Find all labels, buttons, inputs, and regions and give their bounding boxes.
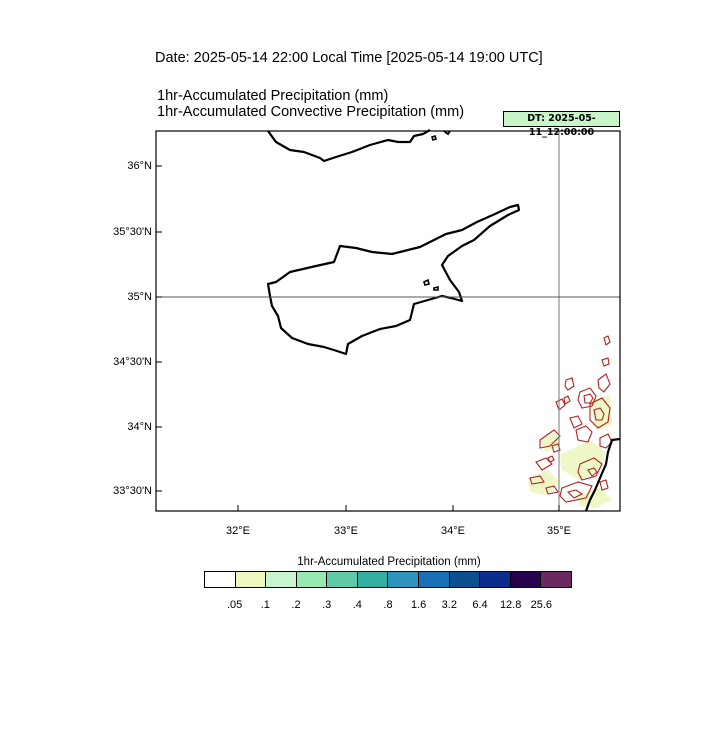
colorbar-label: .4 xyxy=(352,599,362,611)
lon-tick-label: 35°E xyxy=(547,525,571,537)
lon-tick-label: 32°E xyxy=(226,525,250,537)
lon-tick-label: 34°E xyxy=(441,525,465,537)
colorbar-swatch xyxy=(266,572,297,587)
lat-tick-label: 36°N xyxy=(127,160,152,172)
colorbar-swatch xyxy=(327,572,358,587)
islet xyxy=(430,134,438,142)
y-ticks xyxy=(156,165,162,492)
colorbar-label: 1.6 xyxy=(411,599,427,611)
islet xyxy=(433,285,439,291)
islet xyxy=(423,278,430,286)
colorbar-label: .05 xyxy=(227,599,243,611)
colorbar xyxy=(204,571,572,588)
colorbar-swatch xyxy=(296,572,328,587)
colorbar-label: .8 xyxy=(383,599,393,611)
turkey-coastline xyxy=(267,129,431,163)
lat-tick-label: 34°30'N xyxy=(113,356,152,368)
colorbar-swatch xyxy=(357,572,389,587)
lat-tick-label: 35°30'N xyxy=(113,226,152,238)
colorbar-label: 25.6 xyxy=(530,599,553,611)
colorbar-swatch xyxy=(419,572,450,587)
colorbar-swatch xyxy=(541,572,571,587)
cyprus-coastline xyxy=(266,203,521,356)
title-convective-precipitation: 1hr-Accumulated Convective Precipitation… xyxy=(157,104,465,120)
colorbar-label: .3 xyxy=(322,599,332,611)
x-ticks xyxy=(237,505,560,511)
colorbar-swatch xyxy=(510,572,542,587)
colorbar-swatch xyxy=(388,572,420,587)
colorbar-label: .1 xyxy=(260,599,270,611)
colorbar-title: 1hr-Accumulated Precipitation (mm) xyxy=(297,556,481,568)
colorbar-swatch xyxy=(449,572,481,587)
lat-tick-label: 34°N xyxy=(127,421,152,433)
date-line: Date: 2025-05-14 22:00 Local Time [2025-… xyxy=(155,50,543,66)
precip-shading xyxy=(528,395,612,508)
colorbar-label: 6.4 xyxy=(472,599,488,611)
dt-badge: DT: 2025-05-11_12:00:00 xyxy=(503,111,620,138)
colorbar-label: 12.8 xyxy=(499,599,522,611)
colorbar-swatch xyxy=(205,572,236,587)
lat-tick-label: 33°30'N xyxy=(113,485,152,497)
lon-tick-label: 33°E xyxy=(334,525,358,537)
levant-coastline xyxy=(584,437,621,512)
precip-contours xyxy=(529,335,613,503)
colorbar-swatch xyxy=(235,572,267,587)
colorbar-swatch xyxy=(480,572,511,587)
map-frame xyxy=(155,130,621,512)
colorbar-label: .2 xyxy=(291,599,301,611)
turkey-coastline-fragment xyxy=(443,130,451,136)
colorbar-label: 3.2 xyxy=(441,599,457,611)
title-precipitation: 1hr-Accumulated Precipitation (mm) xyxy=(157,88,389,104)
lat-tick-label: 35°N xyxy=(127,291,152,303)
